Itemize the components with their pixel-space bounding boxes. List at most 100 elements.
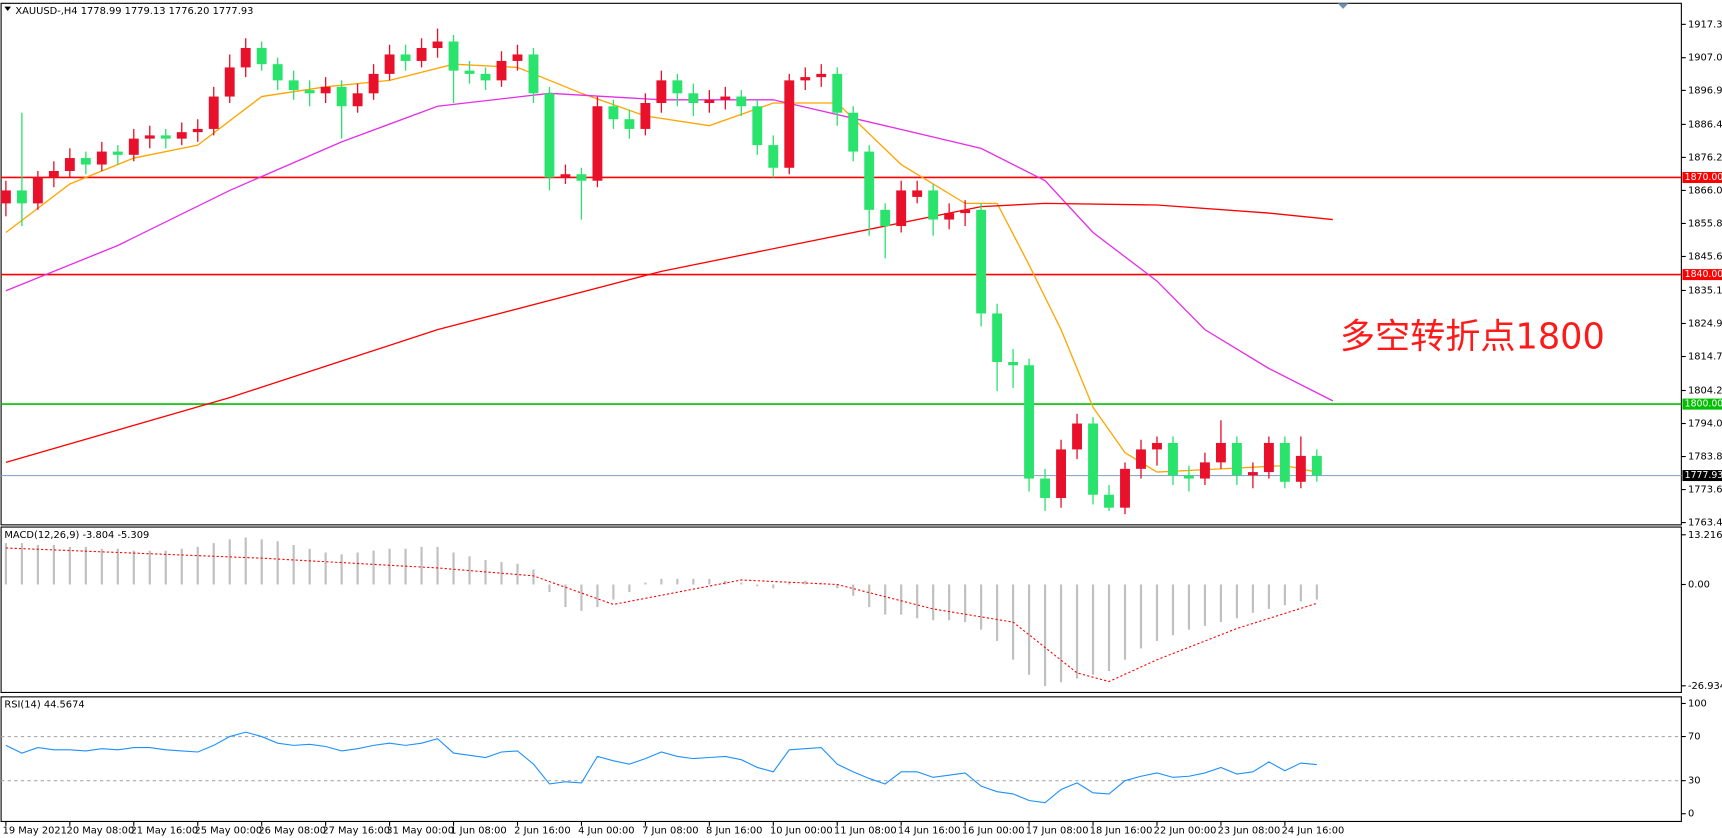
x-tick-label: 16 Jun 00:00 — [962, 825, 1025, 836]
candle-body — [864, 151, 875, 210]
candle-body — [880, 209, 891, 227]
candle-body — [896, 190, 907, 227]
candle-body — [640, 103, 651, 129]
y-tick-label: 100 — [1688, 698, 1707, 709]
x-tick-label: 10 Jun 00:00 — [770, 825, 833, 836]
macd-bar — [996, 584, 999, 641]
level-label: 1800.00 — [1685, 399, 1722, 410]
macd-bar — [260, 539, 263, 585]
macd-bar — [1091, 584, 1095, 675]
macd-panel — [0, 526, 1682, 694]
x-tick-label: 18 Jun 16:00 — [1090, 825, 1153, 836]
macd-bar — [804, 580, 807, 585]
candle-body — [400, 54, 411, 61]
x-tick-label: 2 Jun 16:00 — [514, 825, 570, 836]
candle-body — [624, 119, 635, 129]
candle-body — [784, 80, 795, 168]
candle-body — [192, 128, 203, 133]
candle-body — [1263, 442, 1274, 473]
macd-bar — [724, 580, 727, 585]
candle-body — [848, 112, 859, 152]
candle-body — [720, 96, 731, 100]
panel-title: XAUUSD-,H4 1778.99 1779.13 1776.20 1777.… — [15, 6, 253, 17]
y-tick-label: -26.934 — [1688, 681, 1722, 692]
macd-bar — [772, 584, 775, 589]
macd-bar — [356, 552, 359, 585]
rsi-line — [5, 731, 1317, 804]
macd-bar — [1059, 584, 1063, 683]
candle-body — [384, 54, 395, 74]
candle-body — [1104, 494, 1114, 508]
macd-bar — [468, 556, 471, 585]
candle-body — [496, 60, 507, 81]
candle-body — [976, 209, 987, 314]
candle-body — [608, 106, 619, 120]
panel-title: RSI(14) 44.5674 — [4, 700, 84, 711]
macd-bar — [676, 578, 679, 585]
candle-body — [656, 80, 667, 104]
x-tick-label: 31 May 00:00 — [386, 825, 454, 836]
y-tick-label: 1855.80 — [1688, 218, 1722, 229]
macd-bar — [1027, 584, 1031, 675]
x-tick-label: 22 Jun 00:00 — [1154, 825, 1217, 836]
candle-body — [368, 73, 379, 94]
macd-bar — [628, 584, 631, 593]
candle-body — [1311, 455, 1322, 476]
level-label-box — [1682, 171, 1722, 183]
annotation: 多空转折点1800 — [1340, 316, 1605, 357]
macd-bar — [68, 546, 71, 585]
candle-body — [768, 145, 779, 168]
x-tick-label: 20 May 08:00 — [67, 825, 135, 836]
y-tick-label: 1896.90 — [1688, 85, 1722, 96]
macd-bar — [132, 550, 135, 585]
moving-average — [5, 63, 1317, 473]
macd-bar — [532, 569, 535, 585]
x-tick-label: 25 May 00:00 — [194, 825, 262, 836]
y-tick-label: 1907.00 — [1688, 53, 1722, 64]
x-tick-label: 27 May 16:00 — [322, 825, 390, 836]
macd-bar — [868, 584, 871, 608]
macd-bar — [324, 552, 327, 585]
macd-bar — [1043, 584, 1047, 687]
macd-bar — [756, 584, 759, 587]
level-label: 1870.00 — [1685, 172, 1722, 183]
x-tick-label: 17 Jun 08:00 — [1026, 825, 1089, 836]
macd-bar — [148, 550, 151, 585]
candle-body — [352, 93, 363, 107]
candle-body — [320, 86, 331, 94]
candle-body — [528, 54, 539, 94]
candle-body — [336, 86, 347, 107]
candle-body — [672, 80, 683, 94]
macd-bar — [1283, 584, 1286, 606]
candle-body — [0, 190, 11, 204]
candle-body — [1152, 442, 1162, 450]
macd-bar — [788, 582, 791, 585]
y-tick-label: 30 — [1688, 776, 1701, 787]
x-tick-label: 26 May 08:00 — [258, 825, 326, 836]
macd-bar — [836, 584, 839, 589]
candle-body — [1231, 442, 1242, 476]
macd-bar — [1139, 584, 1143, 649]
macd-bar — [596, 584, 599, 608]
macd-bar — [36, 545, 39, 585]
macd-bar — [244, 537, 247, 585]
macd-bar — [1251, 584, 1255, 613]
candle-body — [1295, 455, 1306, 482]
x-tick-label: 4 Jun 00:00 — [578, 825, 634, 836]
macd-bar — [1123, 584, 1127, 660]
macd-bar — [1187, 584, 1191, 630]
candle-body — [944, 213, 955, 220]
macd-bar — [1299, 584, 1302, 602]
candle-body — [144, 135, 155, 139]
macd-bar — [564, 584, 567, 608]
level-label-box — [1682, 470, 1722, 482]
macd-bar — [852, 584, 855, 596]
macd-bar — [340, 554, 343, 585]
macd-bar — [212, 543, 215, 585]
candle-body — [1040, 478, 1051, 498]
y-tick-label: 1866.00 — [1688, 185, 1722, 196]
x-tick-label: 7 Jun 08:00 — [642, 825, 698, 836]
macd-bar — [420, 546, 423, 585]
x-tick-label: 8 Jun 16:00 — [706, 825, 762, 836]
